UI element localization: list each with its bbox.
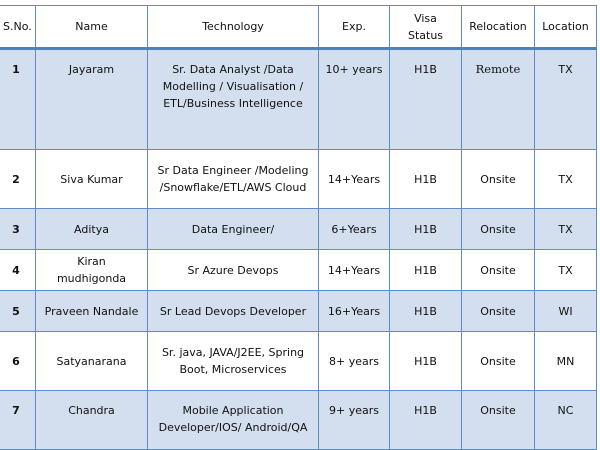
header-visa-status: Visa Status xyxy=(389,5,462,50)
table-row: 1 Jayaram Sr. Data Analyst /Data Modelli… xyxy=(0,48,597,150)
cell-visa: H1B xyxy=(389,48,462,150)
cell-visa: H1B xyxy=(389,290,462,332)
cell-sno: 2 xyxy=(0,149,36,209)
cell-visa: H1B xyxy=(389,208,462,250)
cell-location: TX xyxy=(534,149,597,209)
table-row: 4 Kiran mudhigonda Sr Azure Devops 14+Ye… xyxy=(0,249,597,291)
cell-name: Chandra xyxy=(35,390,148,450)
cell-sno: 1 xyxy=(0,48,36,150)
cell-exp: 14+Years xyxy=(318,249,390,291)
cell-visa: H1B xyxy=(389,390,462,450)
table-row: 6 Satyanarana Sr. java, JAVA/J2EE, Sprin… xyxy=(0,331,597,391)
cell-relocation: Onsite xyxy=(461,331,535,391)
cell-exp: 14+Years xyxy=(318,149,390,209)
cell-relocation: Onsite xyxy=(461,249,535,291)
cell-technology: Sr Azure Devops xyxy=(147,249,319,291)
table-row: 3 Aditya Data Engineer/ 6+Years H1B Onsi… xyxy=(0,208,597,250)
cell-name: Kiran mudhigonda xyxy=(35,249,148,291)
cell-sno: 6 xyxy=(0,331,36,391)
cell-location: TX xyxy=(534,208,597,250)
header-name: Name xyxy=(35,5,148,50)
header-relocation: Relocation xyxy=(461,5,535,50)
cell-technology: Sr Lead Devops Developer xyxy=(147,290,319,332)
cell-relocation: Onsite xyxy=(461,390,535,450)
cell-exp: 16+Years xyxy=(318,290,390,332)
cell-technology: Sr. Data Analyst /Data Modelling / Visua… xyxy=(147,48,319,150)
cell-location: MN xyxy=(534,331,597,391)
cell-location: NC xyxy=(534,390,597,450)
cell-name: Praveen Nandale xyxy=(35,290,148,332)
cell-relocation: Onsite xyxy=(461,208,535,250)
cell-sno: 7 xyxy=(0,390,36,450)
cell-visa: H1B xyxy=(389,249,462,291)
cell-name: Siva Kumar xyxy=(35,149,148,209)
table-row: 7 Chandra Mobile Application Developer/I… xyxy=(0,390,597,450)
cell-name: Aditya xyxy=(35,208,148,250)
cell-name: Satyanarana xyxy=(35,331,148,391)
table-header-row: S.No. Name Technology Exp. Visa Status R… xyxy=(0,5,597,50)
cell-technology: Data Engineer/ xyxy=(147,208,319,250)
cell-sno: 4 xyxy=(0,249,36,291)
cell-exp: 10+ years xyxy=(318,48,390,150)
cell-exp: 9+ years xyxy=(318,390,390,450)
table-row: 5 Praveen Nandale Sr Lead Devops Develop… xyxy=(0,290,597,332)
cell-location: WI xyxy=(534,290,597,332)
header-technology: Technology xyxy=(147,5,319,50)
cell-visa: H1B xyxy=(389,331,462,391)
cell-sno: 3 xyxy=(0,208,36,250)
cell-relocation: Remote xyxy=(461,48,535,150)
cell-name: Jayaram xyxy=(35,48,148,150)
cell-relocation: Onsite xyxy=(461,290,535,332)
cell-exp: 6+Years xyxy=(318,208,390,250)
cell-sno: 5 xyxy=(0,290,36,332)
cell-relocation: Onsite xyxy=(461,149,535,209)
header-location: Location xyxy=(534,5,597,50)
cell-exp: 8+ years xyxy=(318,331,390,391)
cell-technology: Sr. java, JAVA/J2EE, Spring Boot, Micros… xyxy=(147,331,319,391)
cell-location: TX xyxy=(534,249,597,291)
cell-technology: Mobile Application Developer/IOS/ Androi… xyxy=(147,390,319,450)
table-row: 2 Siva Kumar Sr Data Engineer /Modeling … xyxy=(0,149,597,209)
header-exp: Exp. xyxy=(318,5,390,50)
header-sno: S.No. xyxy=(0,5,36,50)
cell-technology: Sr Data Engineer /Modeling /Snowflake/ET… xyxy=(147,149,319,209)
cell-location: TX xyxy=(534,48,597,150)
cell-visa: H1B xyxy=(389,149,462,209)
consultant-table: S.No. Name Technology Exp. Visa Status R… xyxy=(0,5,597,450)
